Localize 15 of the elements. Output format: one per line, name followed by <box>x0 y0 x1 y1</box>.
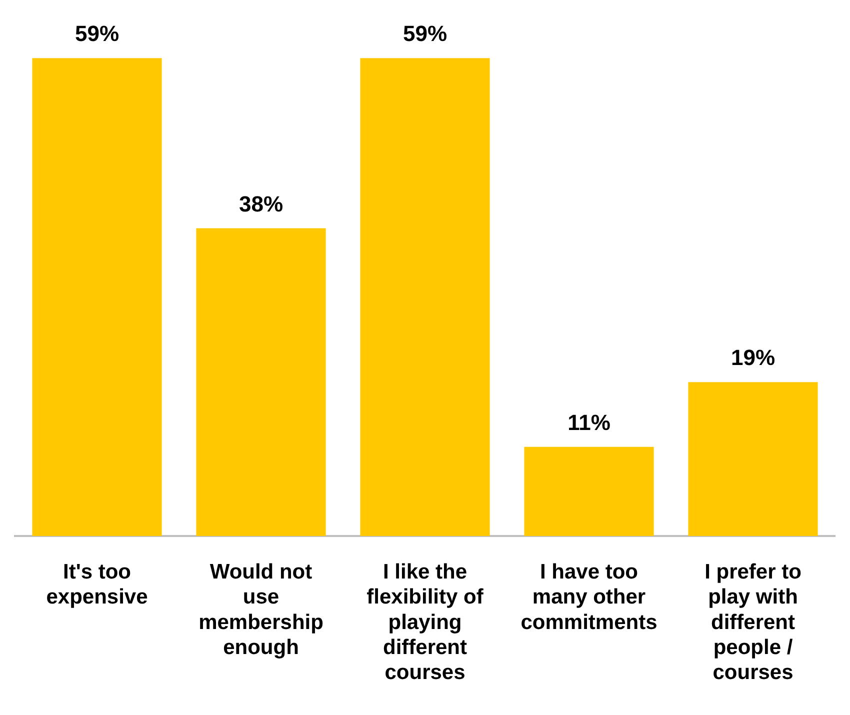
data-label: 38% <box>238 191 284 216</box>
bar <box>524 446 654 536</box>
x-tick-label: Would not use membership enough <box>198 560 324 659</box>
data-label: 59% <box>402 21 448 46</box>
x-tick-label: I prefer to play with different people / courses <box>704 560 802 684</box>
data-label: 19% <box>730 345 776 370</box>
bar <box>196 228 326 536</box>
bar <box>360 58 490 536</box>
data-label: 11% <box>568 410 610 435</box>
data-label: 59% <box>74 21 120 46</box>
x-tick-label: It's too expensive <box>46 560 148 609</box>
bar <box>32 58 162 536</box>
bar <box>688 382 818 536</box>
x-tick-label: I like the flexibility of playing different courses <box>366 560 484 684</box>
x-tick-label: I have too many other commitments <box>520 560 658 634</box>
